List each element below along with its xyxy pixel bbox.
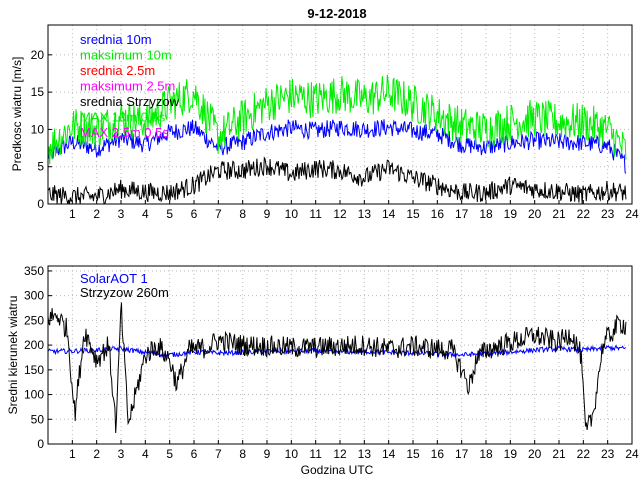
x-tick-label: 23 (601, 447, 615, 461)
wind-direction-y-label: Sredni kierunek wiatru (6, 296, 20, 415)
x-tick-label: 13 (358, 447, 372, 461)
x-tick-label: 15 (406, 207, 420, 221)
x-tick-label: 9 (264, 447, 271, 461)
x-tick-label: 14 (382, 447, 396, 461)
series-line-strzyzow-260m (47, 302, 627, 434)
y-tick-label: 250 (24, 313, 44, 327)
wind-direction-x-label: Godzina UTC (301, 463, 374, 477)
x-tick-label: 24 (625, 207, 639, 221)
x-tick-label: 19 (504, 447, 518, 461)
x-tick-label: 2 (93, 207, 100, 221)
x-tick-label: 5 (166, 447, 173, 461)
legend-entry: maksimum 2.5m (80, 79, 175, 94)
y-tick-label: 5 (37, 160, 44, 174)
x-tick-label: 19 (504, 207, 518, 221)
x-tick-label: 16 (431, 207, 445, 221)
x-tick-label: 3 (118, 207, 125, 221)
x-tick-label: 9 (264, 207, 271, 221)
wind-direction-panel: 1 2 3 4 5 6 7 8 9 10 11 12 13 14 15 16 17 18 19 20 21 22 23 240… (6, 264, 639, 477)
x-tick-label: 18 (479, 447, 493, 461)
x-tick-label: 7 (215, 207, 222, 221)
y-tick-label: 0 (37, 437, 44, 451)
series-line-solaraot-1 (47, 344, 627, 359)
x-tick-label: 7 (215, 447, 222, 461)
x-tick-label: 6 (191, 447, 198, 461)
legend-entry: MAX 2.5m 0,5s (80, 125, 169, 140)
legend-entry: srednia Strzyzow (80, 94, 180, 109)
wind-direction-series (47, 302, 627, 434)
x-tick-label: 11 (309, 447, 322, 461)
x-tick-label: 20 (528, 207, 542, 221)
legend-entry: SolarAOT 1 (80, 271, 148, 286)
x-tick-label: 24 (625, 447, 639, 461)
x-tick-label: 21 (552, 447, 566, 461)
y-tick-label: 300 (24, 289, 44, 303)
x-tick-label: 12 (333, 207, 347, 221)
x-tick-label: 11 (309, 207, 322, 221)
x-tick-label: 6 (191, 207, 198, 221)
legend-entry: srednia 10m (80, 32, 152, 47)
x-tick-label: 10 (285, 207, 299, 221)
x-tick-label: 23 (601, 207, 615, 221)
x-tick-label: 8 (239, 207, 246, 221)
x-tick-label: 17 (455, 207, 469, 221)
legend-entry: maksimum 10m (80, 48, 172, 63)
x-tick-label: 17 (455, 447, 469, 461)
x-tick-label: 12 (333, 447, 347, 461)
x-tick-label: 4 (142, 207, 149, 221)
wind-speed-y-label: Predkosc wiatru [m/s] (10, 57, 24, 172)
x-tick-label: 1 (69, 447, 76, 461)
x-tick-label: 22 (577, 447, 591, 461)
y-tick-label: 150 (24, 363, 44, 377)
x-tick-label: 8 (239, 447, 246, 461)
series-line-srednia-strzyzow (47, 156, 627, 205)
x-tick-label: 3 (118, 447, 125, 461)
wind-direction-ticks: 1 2 3 4 5 6 7 8 9 10 11 12 13 14 15 16 17 18 19 20 21 22 23 240… (24, 264, 639, 461)
series-line-maksimum-10m (47, 74, 627, 165)
y-tick-label: 50 (31, 412, 45, 426)
x-tick-label: 22 (577, 207, 591, 221)
x-tick-label: 13 (358, 207, 372, 221)
x-tick-label: 10 (285, 447, 299, 461)
y-tick-label: 100 (24, 388, 44, 402)
y-tick-label: 0 (37, 197, 44, 211)
x-tick-label: 1 (69, 207, 76, 221)
x-tick-label: 20 (528, 447, 542, 461)
legend-entry: MAX 10m 0,5s (80, 110, 166, 125)
x-tick-label: 5 (166, 207, 173, 221)
wind-direction-grid (48, 266, 632, 445)
x-tick-label: 2 (93, 447, 100, 461)
wind-speed-ticks: 1 2 3 4 5 6 7 8 9 10 11 12 13 14 15 16 17 18 19 20 21 22 23 240… (31, 48, 639, 221)
figure-title: 9-12-2018 (307, 6, 366, 21)
wind-speed-panel: 1 2 3 4 5 6 7 8 9 10 11 12 13 14 15 16 17 18 19 20 21 22 23 240… (10, 24, 639, 221)
x-tick-label: 4 (142, 447, 149, 461)
y-tick-label: 350 (24, 264, 44, 278)
x-tick-label: 14 (382, 207, 396, 221)
legend-entry: srednia 2.5m (80, 63, 155, 78)
x-tick-label: 16 (431, 447, 445, 461)
y-tick-label: 200 (24, 338, 44, 352)
y-tick-label: 10 (31, 122, 45, 136)
y-tick-label: 15 (31, 85, 45, 99)
y-tick-label: 20 (31, 48, 45, 62)
legend-entry: Strzyzow 260m (80, 285, 169, 300)
x-tick-label: 15 (406, 447, 420, 461)
series-line-srednia-10m (47, 119, 627, 174)
x-tick-label: 18 (479, 207, 493, 221)
x-tick-label: 21 (552, 207, 566, 221)
